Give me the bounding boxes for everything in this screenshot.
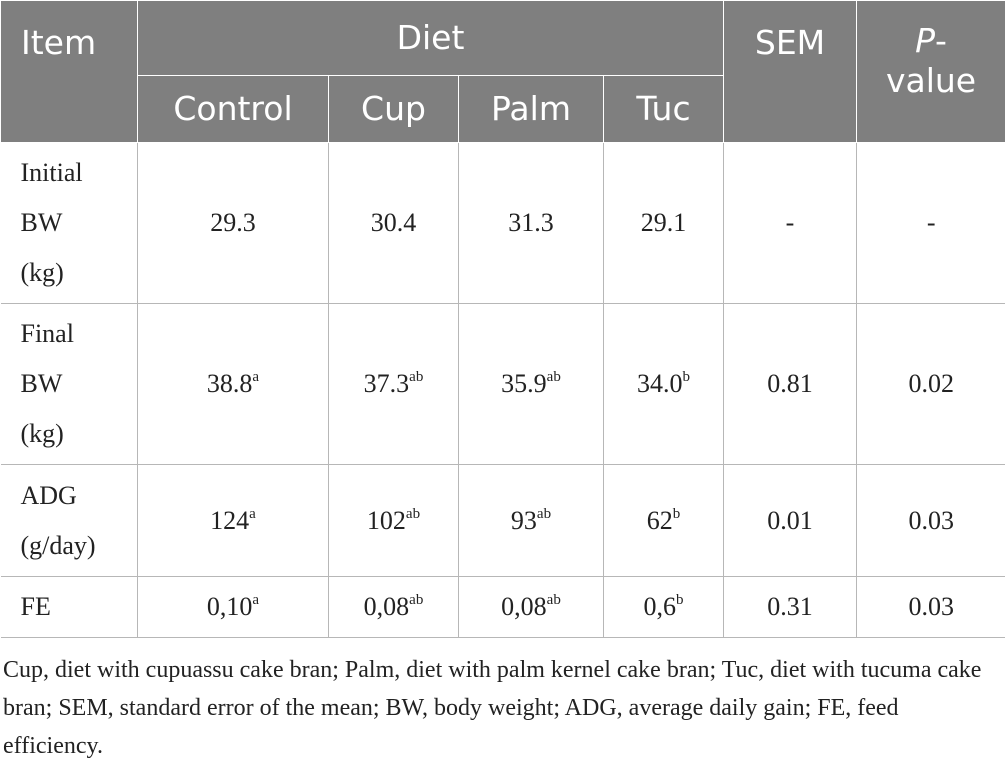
cell-sem: 0.31 [723,576,857,638]
table-row: Initial BW (kg) 29.3 30.4 31.3 29.1 - - [0,142,1005,304]
cell-p-value: 0.03 [856,576,1005,638]
cell-tuc: 34.0b [602,303,724,465]
table-footnote: Cup, diet with cupuassu cake bran; Palm,… [3,657,982,759]
cell-p-value: 0.03 [856,464,1005,577]
cell-palm: 93ab [458,464,604,577]
row-label-line: (g/day) [20,530,96,560]
cell-sem: 0.01 [723,464,857,577]
cell-palm: 31.3 [458,142,604,304]
cell-p-value: - [856,142,1005,304]
cell-cup: 0,08ab [328,576,459,638]
p-value-header-p: P [915,21,935,60]
cell-control: 124a [137,464,329,577]
table-row: FE 0,10a 0,08ab 0,08ab 0,6b 0.31 0.03 [0,576,1005,638]
cell-palm: 35.9ab [458,303,604,465]
p-value-header: P-value [856,0,1005,143]
row-label-line: FE [20,592,51,621]
row-label-line: ADG [20,480,77,510]
header-row-top: Item Diet SEM P-value [0,0,1005,143]
cell-control: 38.8a [137,303,329,465]
diet-subheader-palm: Palm [458,75,604,143]
cell-tuc: 29.1 [602,142,724,304]
row-label: Final BW (kg) [0,303,138,465]
row-label-line: BW [20,369,63,398]
item-header: Item [0,0,138,143]
diet-header: Diet [136,0,725,76]
row-label: Initial BW (kg) [0,142,138,304]
cell-cup: 37.3ab [328,303,459,465]
header-row-sub: Control Cup Palm Tuc [1,75,1005,143]
cell-palm: 0,08ab [458,576,604,638]
row-label-line: Initial [20,158,83,187]
cell-control: 0,10a [137,576,329,638]
table-row: ADG (g/day) 124a 102ab 93ab 62b 0.01 0.03 [0,464,1005,577]
cell-cup: 102ab [328,464,459,577]
diet-subheader-cup: Cup [328,75,459,143]
row-label-line: (kg) [20,258,64,287]
cell-cup: 30.4 [328,142,459,304]
results-table: Item Diet SEM P-value Control Cup Palm T… [0,0,1005,638]
cell-tuc: 62b [602,464,724,577]
row-label: FE [0,576,138,638]
row-label-line: (kg) [20,419,64,448]
diet-subheader-tuc: Tuc [602,75,725,143]
table-row: Final BW (kg) 38.8a 37.3ab 35.9ab 34.0b 0.… [0,303,1005,465]
cell-sem: 0.81 [723,303,857,465]
cell-tuc: 0,6b [602,576,724,638]
cell-sem: - [723,142,857,304]
cell-p-value: 0.02 [856,303,1005,465]
sem-header: SEM [723,0,858,143]
p-value-header-dash: - [935,21,947,60]
diet-subheader-control: Control [137,75,329,143]
cell-control: 29.3 [137,142,329,304]
row-label-line: BW [20,208,63,237]
row-label: ADG (g/day) [0,464,138,577]
p-value-header-word: value [885,61,977,100]
row-label-line: Final [20,319,74,348]
